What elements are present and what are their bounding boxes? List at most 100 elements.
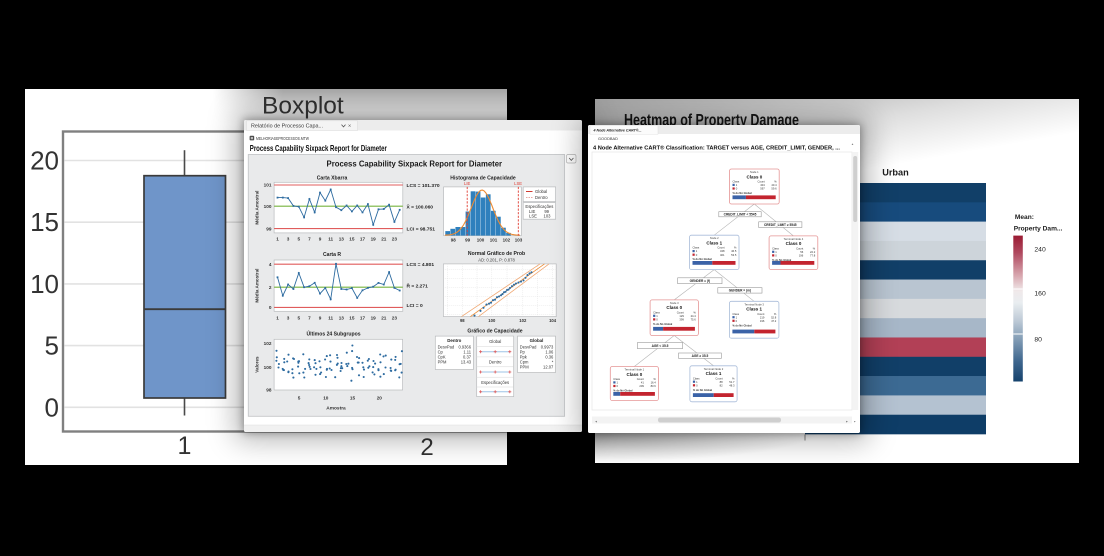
svg-text:52.8: 52.8 [771, 315, 777, 319]
svg-text:1: 1 [276, 315, 279, 320]
svg-text:0: 0 [775, 254, 777, 258]
svg-text:Class 1: Class 1 [706, 371, 722, 376]
svg-text:46.5: 46.5 [731, 249, 737, 253]
svg-text:240: 240 [1034, 246, 1046, 253]
svg-text:Heatmap of Property Damage: Heatmap of Property Damage [624, 110, 799, 129]
svg-text:LCI = 98.751: LCI = 98.751 [407, 226, 436, 232]
svg-text:Média Amostral: Média Amostral [255, 269, 260, 303]
svg-text:3: 3 [287, 237, 290, 242]
svg-text:Class 0: Class 0 [626, 372, 642, 377]
svg-text:LSE: LSE [529, 213, 537, 218]
svg-text:% do Nó Global: % do Nó Global [733, 191, 752, 195]
svg-text:1.11: 1.11 [463, 350, 471, 355]
svg-text:0: 0 [736, 319, 738, 323]
svg-text:CREDIT_LIMIT ≥ 5545: CREDIT_LIMIT ≥ 5545 [764, 223, 797, 227]
svg-text:5: 5 [297, 315, 300, 320]
svg-text:23: 23 [392, 315, 398, 320]
svg-text:103: 103 [544, 213, 552, 218]
svg-text:Class: Class [733, 180, 740, 184]
svg-text:Node 3: Node 3 [670, 301, 679, 305]
svg-text:100: 100 [477, 237, 485, 242]
svg-text:Ppk: Ppk [520, 355, 528, 360]
svg-text:Gráfico de Capacidade: Gráfico de Capacidade [467, 328, 522, 334]
svg-text:20: 20 [377, 396, 383, 401]
svg-text:Class: Class [653, 310, 660, 314]
svg-text:0: 0 [696, 383, 698, 387]
svg-text:DesvPad: DesvPad [520, 345, 537, 350]
svg-text:DesvPad: DesvPad [438, 345, 455, 350]
svg-text:0: 0 [656, 318, 658, 322]
svg-text:Normal Gráfico de Prob: Normal Gráfico de Prob [468, 251, 525, 257]
svg-text:*: * [552, 360, 554, 365]
svg-text:GENDER = (m): GENDER = (m) [729, 289, 751, 293]
svg-text:1: 1 [656, 314, 658, 318]
svg-text:1: 1 [276, 237, 279, 242]
svg-text:% do Nó Global: % do Nó Global [693, 388, 712, 392]
svg-text:% do Nó Global: % do Nó Global [772, 258, 791, 262]
svg-text:53.5: 53.5 [731, 253, 737, 257]
svg-text:19: 19 [371, 315, 377, 320]
svg-text:Class: Class [732, 312, 739, 316]
svg-text:103: 103 [515, 237, 523, 242]
svg-text:Terminal Node 3: Terminal Node 3 [744, 302, 764, 306]
svg-text:10: 10 [323, 396, 329, 401]
svg-text:15: 15 [350, 396, 356, 401]
svg-text:19: 19 [371, 237, 377, 242]
svg-text:Pp: Pp [520, 350, 526, 355]
svg-text:47.2: 47.2 [771, 319, 777, 323]
svg-text:0: 0 [269, 305, 272, 310]
svg-text:80: 80 [1034, 336, 1042, 343]
svg-text:0.9973: 0.9973 [541, 345, 554, 350]
svg-text:CpK: CpK [438, 355, 446, 360]
svg-text:98: 98 [460, 318, 465, 323]
svg-text:%: % [734, 246, 737, 250]
svg-text:LCS = 101.370: LCS = 101.370 [407, 183, 440, 189]
svg-text:209: 209 [639, 384, 644, 388]
svg-text:40.4: 40.4 [771, 183, 777, 187]
svg-text:▴: ▴ [852, 142, 854, 146]
svg-text:Terminal Node 1: Terminal Node 1 [625, 368, 645, 372]
svg-text:Property Dam...: Property Dam... [1014, 226, 1063, 233]
svg-text:1: 1 [617, 381, 619, 385]
svg-text:Terminal Node 2: Terminal Node 2 [704, 367, 724, 371]
svg-text:1: 1 [736, 315, 738, 319]
svg-text:0: 0 [696, 253, 698, 257]
svg-text:9: 9 [319, 237, 322, 242]
svg-text:11: 11 [328, 237, 333, 242]
svg-text:LIE: LIE [464, 181, 470, 186]
svg-text:×: × [348, 124, 351, 130]
svg-text:Node 1: Node 1 [750, 170, 759, 174]
svg-text:2: 2 [269, 285, 272, 290]
svg-text:88: 88 [720, 380, 723, 384]
svg-text:Class 1: Class 1 [706, 241, 722, 246]
svg-text:196: 196 [760, 319, 765, 323]
svg-text:16.4: 16.4 [651, 381, 657, 385]
svg-text:Count: Count [715, 376, 722, 380]
svg-text:404: 404 [760, 183, 765, 187]
svg-text:160: 160 [1034, 291, 1046, 298]
svg-text:Process Capability Sixpack Rep: Process Capability Sixpack Report for Di… [327, 158, 503, 168]
svg-text:401: 401 [720, 253, 725, 257]
svg-text:PPM: PPM [520, 365, 529, 370]
svg-text:100: 100 [264, 204, 272, 209]
svg-text:Class: Class [772, 246, 779, 250]
svg-text:LCS = 4.801: LCS = 4.801 [407, 262, 435, 268]
svg-text:Especificações: Especificações [525, 204, 553, 209]
svg-text:100: 100 [264, 365, 272, 370]
svg-text:%: % [653, 377, 656, 381]
svg-text:Últimos 24 Subgrupos: Últimos 24 Subgrupos [306, 330, 360, 337]
svg-text:Histograma de Capacidade: Histograma de Capacidade [450, 176, 516, 182]
svg-text:1: 1 [696, 249, 698, 253]
svg-text:GENDER = (f): GENDER = (f) [690, 279, 710, 283]
svg-text:82: 82 [720, 383, 723, 387]
svg-text:11: 11 [328, 315, 333, 320]
svg-text:Global: Global [535, 189, 547, 194]
svg-text:%: % [813, 246, 816, 250]
svg-text:5: 5 [45, 330, 59, 360]
svg-text:Relatório de Processo Capa...: Relatório de Processo Capa... [251, 124, 323, 130]
svg-text:Boxplot: Boxplot [262, 92, 344, 119]
svg-text:X̄ = 100.060: X̄ = 100.060 [407, 204, 434, 211]
svg-text:Dentro: Dentro [489, 360, 502, 365]
svg-text:▸: ▸ [846, 420, 848, 424]
svg-text:219: 219 [760, 315, 765, 319]
